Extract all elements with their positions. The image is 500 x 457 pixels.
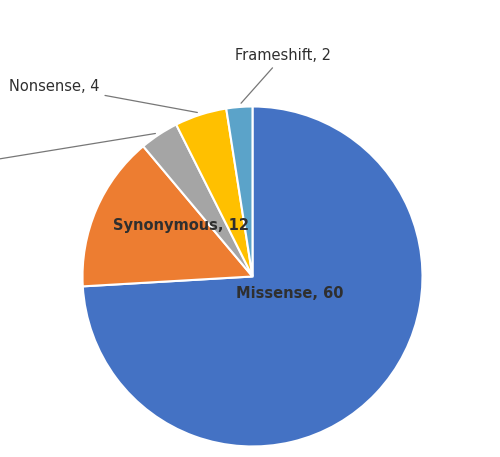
Wedge shape xyxy=(226,106,252,276)
Text: Missense, 60: Missense, 60 xyxy=(236,286,344,301)
Wedge shape xyxy=(82,146,252,287)
Text: Synonymous, 12: Synonymous, 12 xyxy=(113,218,249,233)
Text: Nonsense, 4: Nonsense, 4 xyxy=(9,79,198,112)
Wedge shape xyxy=(83,106,422,446)
Text: Frameshift, 2: Frameshift, 2 xyxy=(236,48,332,103)
Text: Inframe del/ins, 3: Inframe del/ins, 3 xyxy=(0,133,156,179)
Wedge shape xyxy=(143,125,252,276)
Wedge shape xyxy=(176,108,252,276)
